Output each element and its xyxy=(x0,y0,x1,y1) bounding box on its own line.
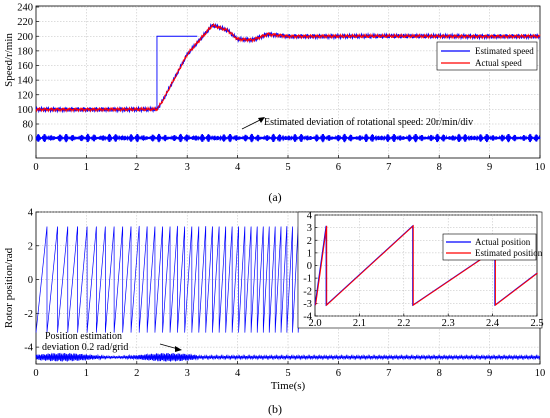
series-rotor-position xyxy=(35,225,302,333)
panel-b-ytick-label: 4 xyxy=(28,208,34,219)
inset-xtick-label: 2.1 xyxy=(353,318,366,329)
inset-ytick-label: -3 xyxy=(303,299,312,310)
panel-a-xtick-label: 6 xyxy=(336,162,341,173)
panel-b-ylabel: Rotor position/rad xyxy=(3,247,15,328)
inset-xtick-label: 2.2 xyxy=(397,318,410,329)
panel-b-inset: 2.0 2.1 2.2 2.3 2.4 2.5 -4 -3 -2-1 0 12 34 Actual p… xyxy=(297,211,544,330)
panel-b-xtick-label: 1 xyxy=(84,368,89,379)
panel-a-ytick-label: 180 xyxy=(17,46,33,57)
inset-ytick-label: 2 xyxy=(307,236,312,247)
panel-b-ytick-label: 2 xyxy=(28,241,33,252)
panel-a-legend-box xyxy=(436,41,538,71)
panel-a-annotation-arrow xyxy=(241,118,263,130)
panel-b-xtick-label: 2 xyxy=(134,368,139,379)
panel-b-series xyxy=(35,225,541,363)
panel-a-xtick-label: 5 xyxy=(285,162,290,173)
series-actual-speed xyxy=(35,22,541,113)
panel-a-annotation-arrowhead xyxy=(258,117,265,123)
panel-b-xtick-label: 4 xyxy=(235,368,241,379)
panel-a-ytick-label: 0 xyxy=(28,134,33,145)
panel-a-xtick-label: 0 xyxy=(33,162,38,173)
inset-ytick-label: 1 xyxy=(307,248,312,259)
panel-a-ytick-label: 200 xyxy=(17,32,33,43)
inset-ytick-label: -2 xyxy=(303,286,312,297)
panel-b-xtick-label: 3 xyxy=(185,368,190,379)
inset-xtick-label: 2.4 xyxy=(486,318,500,329)
panel-b-xtick-label: 5 xyxy=(285,368,290,379)
panel-b-annotation-line2: deviation 0.2 rad/grid xyxy=(42,342,128,353)
inset-ytick-label: 0 xyxy=(307,261,312,272)
panel-a-ytick-label: 160 xyxy=(17,61,33,72)
inset-legend-box xyxy=(442,233,537,261)
inset-legend: Actual position Estimated position xyxy=(442,233,543,261)
panel-a-xtick-label: 3 xyxy=(185,162,190,173)
panel-b-ytick-label: -4 xyxy=(24,343,33,354)
panel-b-annotation-line1: Position estimation xyxy=(45,331,122,342)
panel-a-ytick-label: 120 xyxy=(17,90,33,101)
inset-ytick-label: 4 xyxy=(307,211,313,222)
panel-a-ylabel: Speed/r/min xyxy=(3,33,15,87)
panel-b-caption: (b) xyxy=(268,402,282,416)
legend-actual-speed-label: Actual speed xyxy=(475,58,522,68)
inset-ytick-label: -1 xyxy=(303,274,312,285)
panel-b-xtick-label: 6 xyxy=(336,368,341,379)
series-position-deviation xyxy=(35,352,541,363)
panel-b-xtick-label: 0 xyxy=(33,368,38,379)
series-estimated-speed xyxy=(35,22,541,114)
panel-a-ytick-label: 240 xyxy=(17,3,33,14)
panel-b-xtick-label: 7 xyxy=(386,368,391,379)
panel-a: 0 1 2 3 4 5 6 7 8 9 10080100120140160180200220240 … xyxy=(3,3,545,205)
inset-grid xyxy=(315,214,537,317)
panel-a-annotation: Estimated deviation of rotational speed:… xyxy=(264,117,473,128)
panel-b-xtick-label: 10 xyxy=(535,368,546,379)
legend-estimated-speed-label: Estimated speed xyxy=(475,46,534,56)
panel-b-xtick-label: 8 xyxy=(437,368,442,379)
panel-b-ytick-label: 0 xyxy=(28,275,33,286)
panel-a-xtick-label: 8 xyxy=(437,162,442,173)
inset-ytick-label: -4 xyxy=(303,312,312,323)
legend-actual-position-label: Actual position xyxy=(475,237,531,247)
inset-xtick-label: 2.0 xyxy=(308,318,321,329)
legend-estimated-position-label: Estimated position xyxy=(475,248,543,258)
panel-a-xtick-label: 1 xyxy=(84,162,89,173)
panel-a-xtick-label: 10 xyxy=(535,162,546,173)
inset-ytick-label: 3 xyxy=(307,223,312,234)
panel-a-ytick-label: 140 xyxy=(17,76,33,87)
inset-series xyxy=(314,224,538,307)
panel-a-caption: (a) xyxy=(268,190,281,204)
panel-a-xtick-label: 2 xyxy=(134,162,139,173)
panel-a-xtick-label: 9 xyxy=(487,162,492,173)
inset-series-actual-position xyxy=(314,224,538,307)
panel-a-series xyxy=(35,22,541,143)
panel-b-ytick-label: -2 xyxy=(24,309,33,320)
inset-series-estimated-position xyxy=(315,224,538,307)
panel-b-xlabel: Time(s) xyxy=(271,380,306,392)
series-speed-deviation xyxy=(35,133,541,143)
panel-b-annotation-arrowhead xyxy=(175,346,182,352)
panel-a-ytick-label: 100 xyxy=(17,105,33,116)
panel-a-xtick-label: 7 xyxy=(386,162,391,173)
panel-b-xtick-label: 9 xyxy=(487,368,492,379)
inset-ticks: 2.0 2.1 2.2 2.3 2.4 2.5 -4 -3 -2-1 0 12 34 xyxy=(303,211,543,330)
panel-a-legend: Estimated speed Actual speed xyxy=(436,41,538,71)
inset-xtick-label: 2.5 xyxy=(530,318,543,329)
panel-a-ytick-label: 80 xyxy=(23,120,34,131)
panel-a-ytick-label: 220 xyxy=(17,17,33,28)
inset-xtick-label: 2.3 xyxy=(442,318,455,329)
panel-a-xtick-label: 4 xyxy=(235,162,241,173)
